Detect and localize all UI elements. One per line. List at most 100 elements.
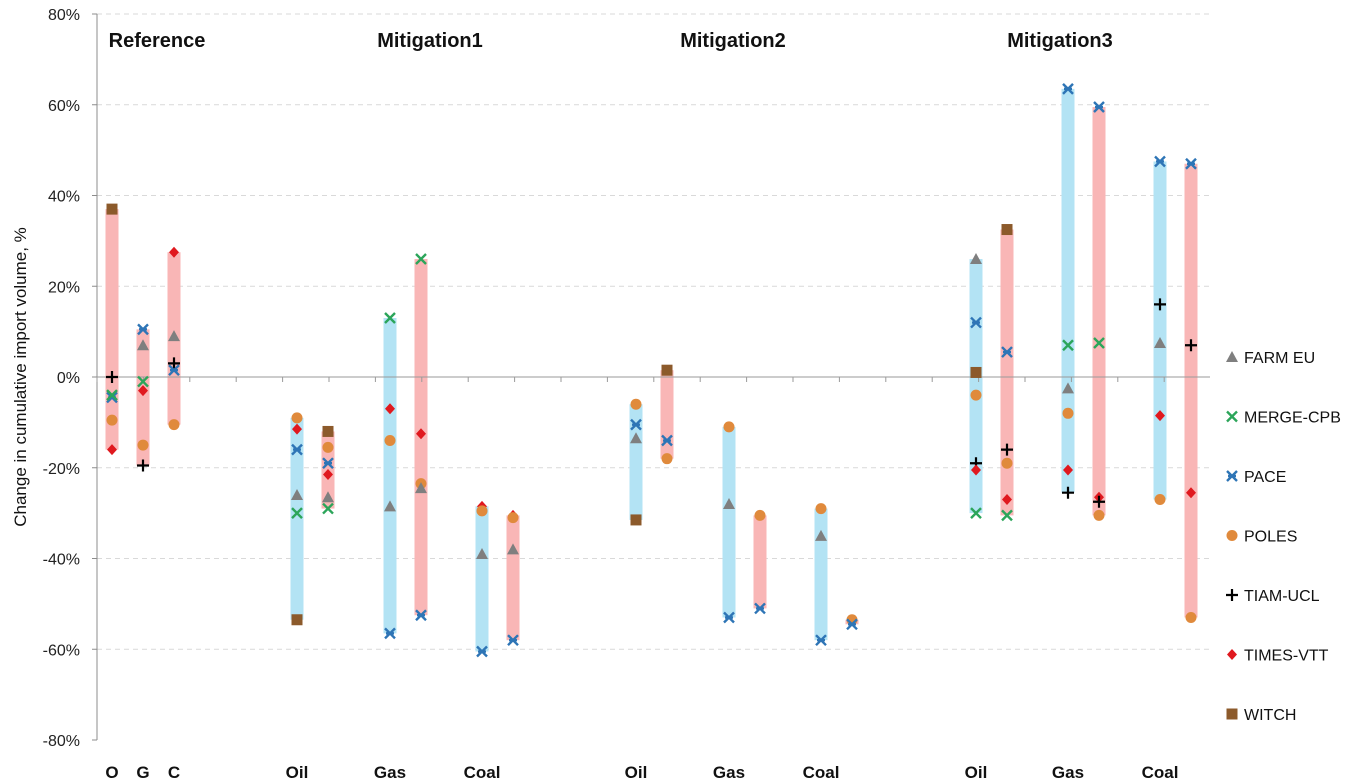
marker-times-vtt <box>138 385 148 397</box>
range-band-pink <box>136 329 150 466</box>
x-category-label: Coal <box>1142 763 1179 782</box>
range-band-pink <box>753 515 767 609</box>
y-tick-label: 20% <box>48 279 80 296</box>
legend-item: PACE <box>1226 469 1286 486</box>
range-bands <box>105 88 1198 652</box>
x-category-label: C <box>168 763 180 782</box>
marker-tiam-ucl <box>1185 339 1197 352</box>
axes: 80% 60% 40% 20% 0% -20% -40% -60% -80% <box>43 7 1210 750</box>
marker-tiam-ucl <box>168 357 180 370</box>
range-band-blue <box>1153 161 1167 500</box>
legend-item: FARM EU <box>1226 350 1315 367</box>
y-tick-label: 40% <box>48 189 80 206</box>
y-tick-label: 0% <box>57 370 80 387</box>
x-category-label: Oil <box>965 763 988 782</box>
marker-poles <box>630 398 642 410</box>
marker-poles <box>1154 494 1166 506</box>
y-tick-label: -40% <box>43 552 80 569</box>
marker-farm-eu <box>291 488 303 500</box>
marker-farm-eu <box>1154 336 1166 348</box>
legend-marker <box>1226 470 1238 482</box>
marker-pace <box>723 611 735 624</box>
marker-witch <box>291 614 303 626</box>
legend-marker <box>1226 351 1238 362</box>
marker-pace <box>384 627 396 640</box>
y-tick-label: -20% <box>43 461 80 478</box>
x-category-label: Gas <box>1052 763 1084 782</box>
marker-pace <box>507 634 519 647</box>
labels: Change in cumulative import volume, % Ref… <box>11 30 1178 782</box>
marker-poles <box>723 421 735 433</box>
marker-pace <box>322 457 334 470</box>
marker-merge-cpb <box>1093 337 1105 349</box>
marker-times-vtt <box>323 469 333 481</box>
range-band-blue <box>1061 88 1075 493</box>
marker-pace <box>415 609 427 622</box>
range-band-blue <box>475 506 489 652</box>
y-axis-label: Change in cumulative import volume, % <box>11 227 30 527</box>
marker-times-vtt <box>1002 494 1012 506</box>
x-category-label: Oil <box>286 763 309 782</box>
marker-times-vtt <box>416 428 426 440</box>
legend-label: FARM EU <box>1244 350 1315 367</box>
range-band-blue <box>290 417 304 620</box>
marker-witch <box>630 514 642 526</box>
marker-witch <box>322 425 334 437</box>
legend-item: WITCH <box>1226 707 1296 724</box>
x-category-label: Coal <box>464 763 501 782</box>
legend-label: PACE <box>1244 469 1286 486</box>
legend-marker <box>1227 649 1237 660</box>
marker-poles <box>970 389 982 401</box>
marker-merge-cpb <box>322 502 334 515</box>
marker-tiam-ucl <box>1093 495 1105 508</box>
marker-pace <box>846 618 858 631</box>
marker-tiam-ucl <box>1062 486 1074 499</box>
marker-witch <box>970 366 982 378</box>
marker-merge-cpb <box>415 253 427 265</box>
marker-times-vtt <box>971 464 981 476</box>
x-category-label: O <box>105 763 118 782</box>
range-band-blue <box>383 318 397 634</box>
marker-poles <box>476 505 488 517</box>
marker-merge-cpb <box>291 507 303 519</box>
range-band-pink <box>1184 163 1198 618</box>
marker-tiam-ucl <box>1001 443 1013 456</box>
legend-marker <box>1226 410 1238 423</box>
marker-farm-eu <box>322 491 334 503</box>
marker-poles <box>1185 611 1197 623</box>
marker-farm-eu <box>630 432 642 444</box>
x-category-label: Gas <box>713 763 745 782</box>
x-category-label: G <box>136 763 149 782</box>
legend-item: MERGE-CPB <box>1226 410 1341 427</box>
marker-poles <box>815 503 827 515</box>
marker-pace <box>661 434 673 447</box>
scenario-title: Mitigation2 <box>680 30 786 52</box>
marker-pace <box>1062 83 1074 95</box>
marker-poles <box>661 453 673 465</box>
x-category-label: Gas <box>374 763 406 782</box>
range-band-blue <box>722 426 736 618</box>
legend-marker <box>1226 589 1238 601</box>
marker-merge-cpb <box>970 507 982 519</box>
marker-times-vtt <box>1186 487 1196 499</box>
marker-poles <box>1093 509 1105 521</box>
marker-farm-eu <box>970 253 982 265</box>
marker-merge-cpb <box>137 375 149 388</box>
marker-farm-eu <box>415 482 427 494</box>
range-band-pink <box>1092 107 1106 516</box>
marker-farm-eu <box>815 529 827 541</box>
marker-times-vtt <box>107 444 117 456</box>
y-tick-label: -80% <box>43 733 80 750</box>
legend-item: TIAM-UCL <box>1226 588 1320 605</box>
legend-marker <box>1226 530 1238 541</box>
marker-farm-eu <box>384 500 396 512</box>
marker-pace <box>168 364 180 377</box>
marker-pace <box>137 323 149 336</box>
marker-poles <box>384 435 396 447</box>
marker-farm-eu <box>507 543 519 555</box>
marker-pace <box>630 418 642 431</box>
marker-poles <box>507 512 519 524</box>
marker-poles <box>1062 407 1074 419</box>
marker-merge-cpb <box>1062 339 1074 352</box>
